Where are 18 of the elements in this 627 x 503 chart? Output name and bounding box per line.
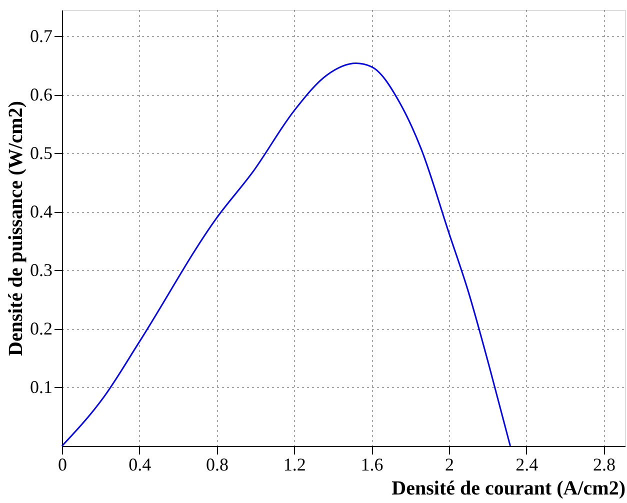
x-tick-label: 0 [58,454,67,474]
y-tick-label: 0.5 [30,142,52,163]
line-series [61,62,512,447]
x-tick-label: 0.8 [206,454,229,474]
y-tick-label: 0.4 [30,201,52,222]
y-tick-label: 0.7 [30,26,52,46]
x-tick-label: 2 [444,454,454,474]
y-tick-label: 0.3 [30,260,52,280]
y-axis-title: Densité de puissance (W/cm2) [5,101,27,356]
x-tick-label: 1.6 [360,454,384,474]
y-tick-label: 0.2 [30,318,52,338]
y-tick-label: 0.6 [30,84,52,104]
x-tick-label: 2.8 [592,454,616,474]
x-tick-label: 1.2 [283,454,306,474]
x-tick-label: 0.4 [128,454,152,474]
x-axis-title: Densité de courant (A/cm2) [392,478,626,500]
y-tick-label: 0.1 [30,376,52,397]
x-tick-label: 2.4 [516,454,538,474]
